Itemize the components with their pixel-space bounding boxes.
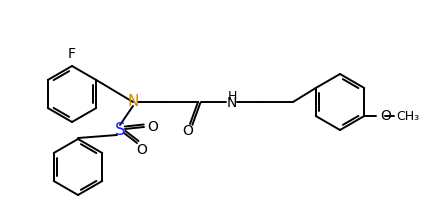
Text: O: O	[137, 143, 147, 157]
Text: S: S	[115, 121, 125, 139]
Text: N: N	[227, 96, 237, 110]
Text: F: F	[68, 47, 76, 61]
Text: O: O	[147, 120, 158, 134]
Text: H: H	[227, 89, 237, 102]
Text: CH₃: CH₃	[396, 110, 419, 123]
Text: O: O	[380, 109, 391, 123]
Text: O: O	[183, 124, 193, 138]
Text: N: N	[127, 95, 139, 110]
